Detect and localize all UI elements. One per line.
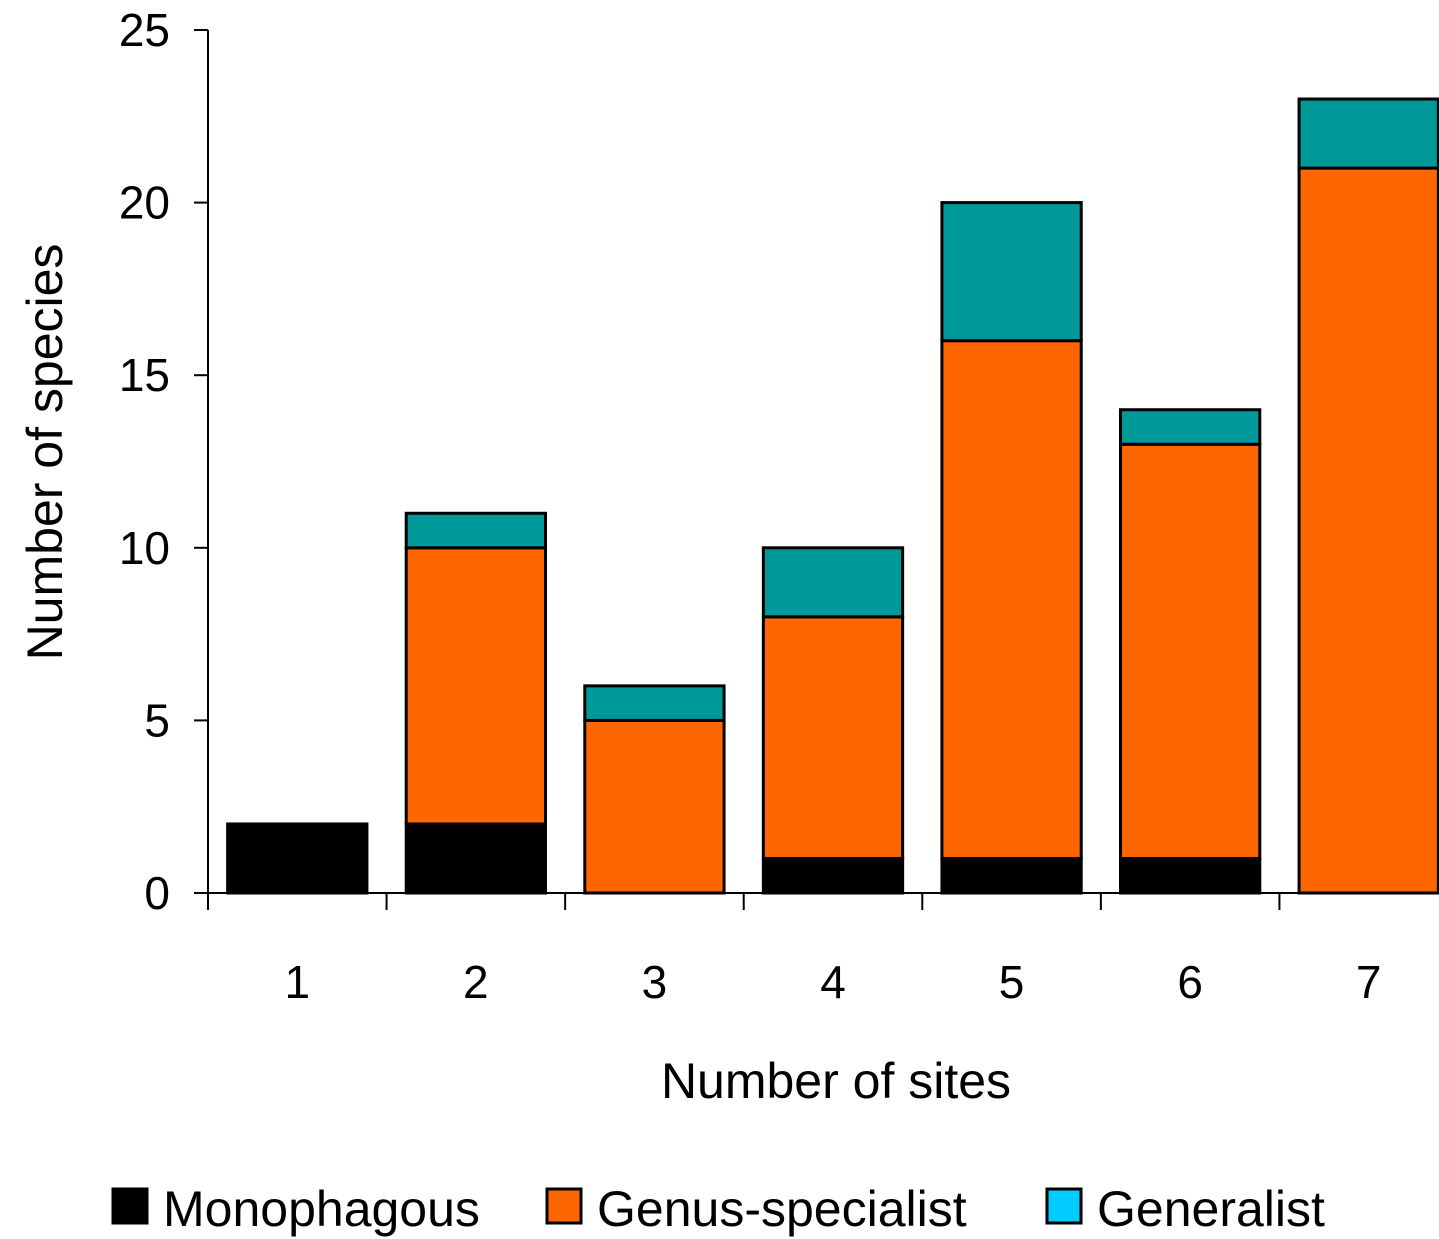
y-ticks: 0 5 10 15 20 25 bbox=[119, 4, 208, 919]
legend-label: Monophagous bbox=[163, 1181, 480, 1237]
bar-segment-monophagous bbox=[226, 822, 369, 895]
x-tick-label: 4 bbox=[820, 956, 846, 1008]
axes bbox=[207, 30, 1439, 894]
legend-swatch bbox=[1045, 1187, 1083, 1225]
bar-segment-monophagous bbox=[1119, 856, 1262, 895]
x-tick-label: 6 bbox=[1177, 956, 1203, 1008]
bar-segment-generalist bbox=[940, 201, 1083, 343]
bar-group bbox=[226, 97, 1439, 895]
bar-segment-genus-specialist bbox=[1297, 166, 1439, 895]
bar-segment-monophagous bbox=[940, 856, 1083, 895]
x-tick-label: 3 bbox=[642, 956, 668, 1008]
bar-segment-genus-specialist bbox=[583, 718, 726, 895]
bar-segment-genus-specialist bbox=[1119, 442, 1262, 860]
y-tick-label: 0 bbox=[144, 867, 170, 919]
y-tick-label: 15 bbox=[119, 349, 170, 401]
y-axis-label: Number of species bbox=[17, 244, 73, 661]
bar-segment-generalist bbox=[761, 546, 905, 619]
bar-segment-genus-specialist bbox=[404, 546, 548, 826]
x-ticks: 1 2 3 4 5 6 7 bbox=[207, 893, 1382, 1008]
legend-swatch bbox=[111, 1187, 149, 1225]
legend-label: Genus-specialist bbox=[597, 1181, 967, 1237]
bar-segment-monophagous bbox=[404, 822, 548, 895]
bar-segment-generalist bbox=[404, 511, 548, 550]
x-axis-label: Number of sites bbox=[661, 1053, 1011, 1109]
legend-swatch bbox=[545, 1187, 583, 1225]
x-tick-label: 7 bbox=[1356, 956, 1382, 1008]
legend-label: Generalist bbox=[1097, 1181, 1325, 1237]
y-tick-label: 5 bbox=[144, 694, 170, 746]
x-tick-label: 5 bbox=[999, 956, 1025, 1008]
bar-segment-generalist bbox=[1297, 97, 1439, 170]
x-tick-label: 2 bbox=[463, 956, 489, 1008]
bar-segment-genus-specialist bbox=[940, 339, 1083, 860]
legend: Monophagous Genus-specialist Generalist bbox=[111, 1181, 1325, 1237]
bar-segment-genus-specialist bbox=[761, 615, 905, 860]
bar-segment-generalist bbox=[583, 684, 726, 722]
y-tick-label: 25 bbox=[119, 4, 170, 56]
y-tick-label: 20 bbox=[119, 177, 170, 229]
bar-segment-generalist bbox=[1119, 408, 1262, 446]
bar-segment-monophagous bbox=[761, 856, 905, 895]
y-tick-label: 10 bbox=[119, 522, 170, 574]
x-tick-label: 1 bbox=[284, 956, 310, 1008]
